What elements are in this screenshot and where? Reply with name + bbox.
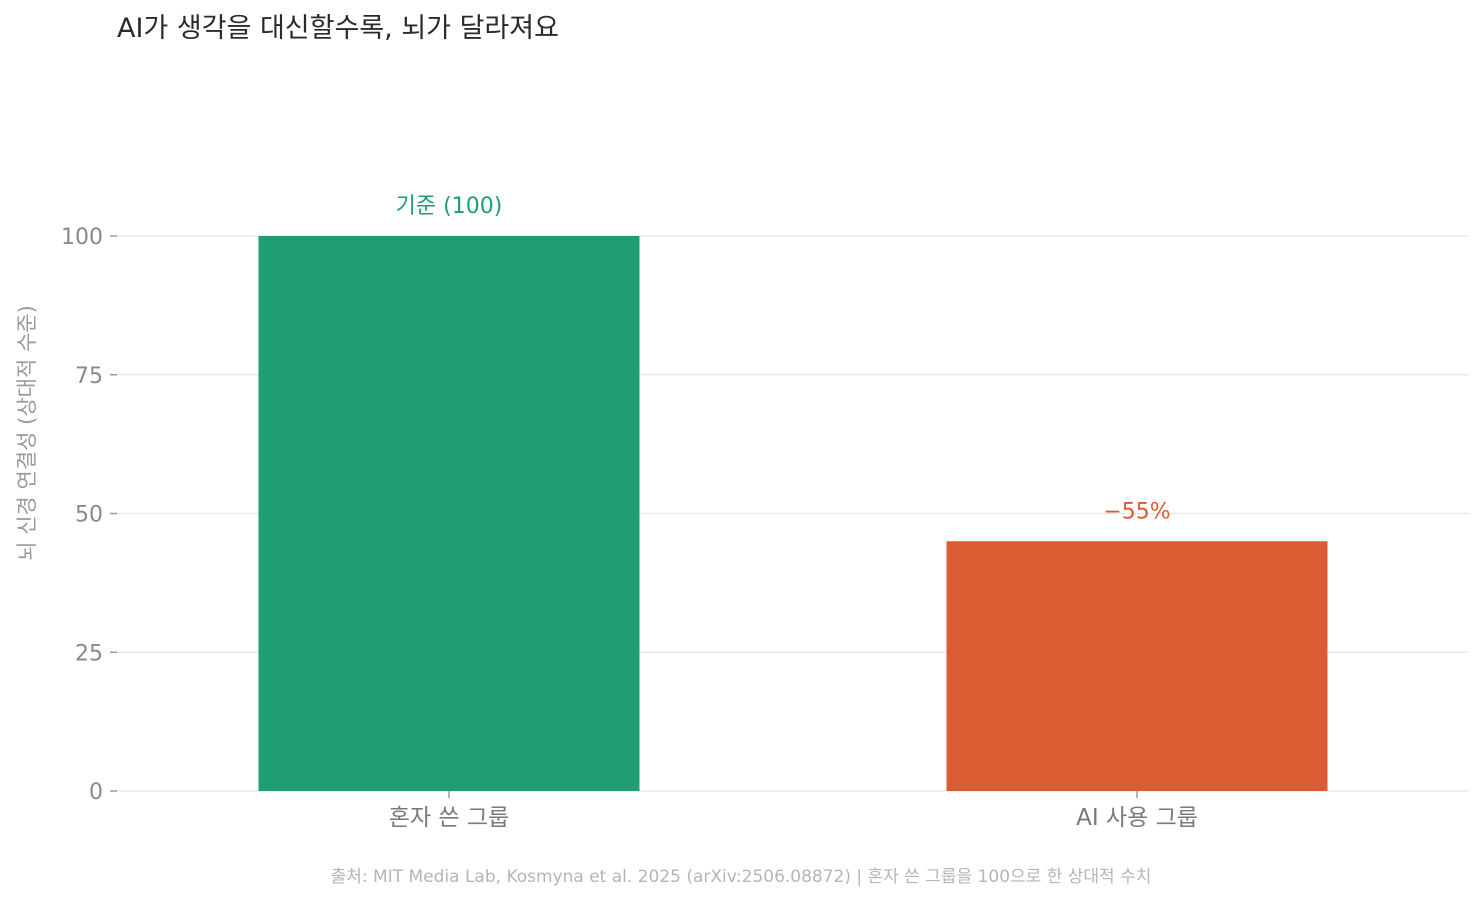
bar-data-label: 기준 (100): [396, 194, 503, 219]
y-tick-label: 25: [75, 641, 103, 666]
x-tick-label: 혼자 쓴 그룹: [389, 805, 509, 831]
y-axis: 0 25 50 75 100: [61, 225, 117, 805]
bar-data-label: −55%: [1103, 499, 1170, 524]
y-tick-label: 75: [75, 364, 103, 389]
x-tick-label: AI 사용 그룹: [1076, 805, 1198, 831]
bar: [258, 236, 640, 791]
x-axis: 혼자 쓴 그룹 AI 사용 그룹: [389, 791, 1198, 831]
bar: [946, 541, 1328, 791]
y-tick-label: 100: [61, 225, 103, 250]
chart-title: AI가 생각을 대신할수록, 뇌가 달라져요: [117, 13, 559, 44]
source-note: 출처: MIT Media Lab, Kosmyna et al. 2025 (…: [331, 867, 1152, 887]
y-tick-label: 0: [89, 780, 103, 805]
y-axis-title: 뇌 신경 연결성 (상대적 수준): [15, 305, 39, 561]
y-tick-label: 50: [75, 503, 103, 528]
bars: 기준 (100) −55%: [258, 194, 1328, 791]
